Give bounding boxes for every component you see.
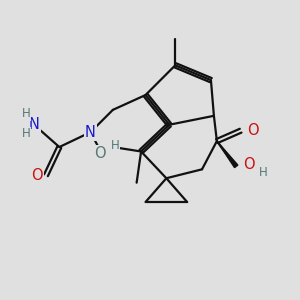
Text: N: N [85,125,96,140]
Text: H: H [259,166,267,179]
Text: N: N [28,117,39,132]
Text: H: H [21,107,30,120]
Text: O: O [247,123,259,138]
Text: H: H [21,127,30,140]
Text: O: O [94,146,106,161]
Text: H: H [111,139,119,152]
Text: O: O [32,168,43,183]
Text: O: O [243,158,254,172]
Polygon shape [217,141,238,168]
